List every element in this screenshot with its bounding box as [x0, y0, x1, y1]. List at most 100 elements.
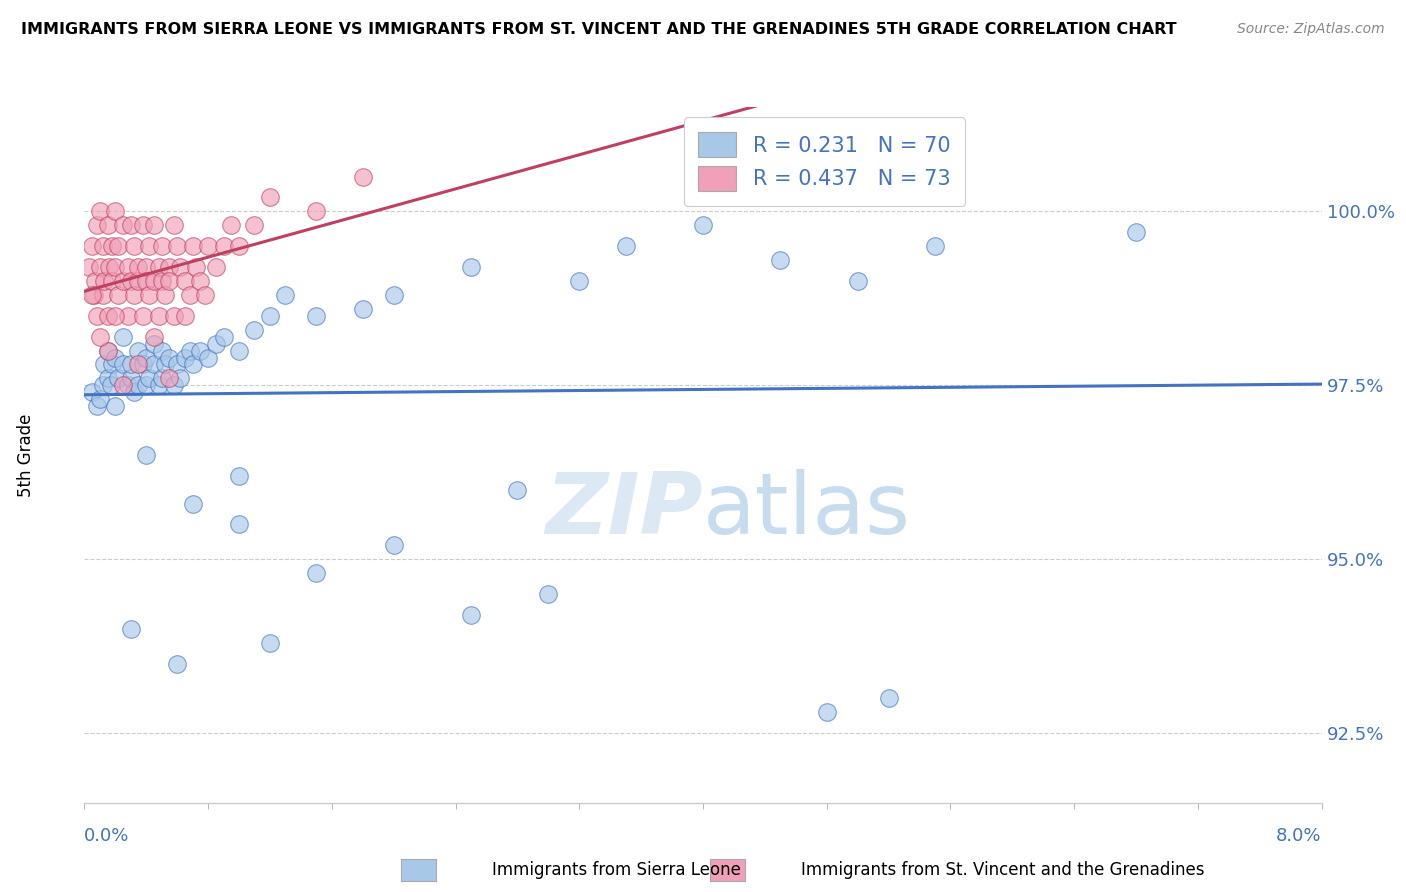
Point — [259, 190, 281, 204]
Point — [614, 239, 637, 253]
Point — [692, 219, 714, 233]
Point — [150, 343, 173, 358]
Point — [305, 309, 328, 323]
Point — [127, 274, 149, 288]
Point — [101, 358, 124, 372]
Text: Source: ZipAtlas.com: Source: ZipAtlas.com — [1237, 22, 1385, 37]
Point — [127, 343, 149, 358]
Point — [82, 288, 104, 302]
Point — [212, 239, 235, 253]
Point — [84, 274, 107, 288]
Point — [104, 399, 127, 413]
Point — [148, 309, 170, 323]
Point — [89, 204, 111, 219]
Text: 8.0%: 8.0% — [1277, 827, 1322, 845]
Point — [228, 468, 250, 483]
Point — [135, 378, 157, 392]
Point — [117, 378, 139, 392]
Point — [174, 351, 197, 365]
Point — [112, 329, 135, 343]
Point — [194, 288, 217, 302]
Point — [143, 274, 166, 288]
Point — [93, 358, 115, 372]
Point — [243, 219, 266, 233]
Point — [382, 538, 405, 552]
Point — [382, 288, 405, 302]
Point — [159, 351, 180, 365]
Point — [107, 371, 129, 385]
Point — [274, 288, 297, 302]
Point — [107, 239, 129, 253]
Point — [181, 497, 204, 511]
Text: Immigrants from Sierra Leone: Immigrants from Sierra Leone — [492, 861, 741, 879]
Point — [460, 607, 482, 622]
Point — [305, 204, 328, 219]
Text: atlas: atlas — [703, 469, 911, 552]
Point — [352, 169, 374, 184]
Point — [77, 260, 100, 274]
Point — [188, 274, 212, 288]
Point — [138, 288, 160, 302]
Point — [120, 371, 142, 385]
Point — [100, 378, 122, 392]
Point — [815, 706, 838, 720]
Point — [112, 358, 135, 372]
Point — [104, 309, 127, 323]
Point — [120, 219, 142, 233]
Point — [104, 204, 127, 219]
Point — [150, 371, 173, 385]
Point — [143, 219, 166, 233]
Point — [228, 239, 250, 253]
Point — [117, 260, 139, 274]
Point — [1125, 225, 1147, 239]
Point — [259, 636, 281, 650]
Point — [127, 260, 149, 274]
Point — [122, 288, 145, 302]
Point — [179, 343, 201, 358]
Point — [153, 358, 176, 372]
Point — [86, 309, 108, 323]
Point — [104, 351, 127, 365]
Point — [219, 219, 242, 233]
Point — [135, 260, 157, 274]
Point — [122, 385, 145, 400]
Point — [877, 691, 900, 706]
Point — [259, 309, 281, 323]
Point — [83, 288, 105, 302]
Point — [96, 343, 118, 358]
Point — [228, 517, 250, 532]
Point — [184, 260, 207, 274]
Point — [112, 378, 135, 392]
Point — [135, 351, 157, 365]
Point — [159, 274, 180, 288]
Point — [148, 378, 170, 392]
Point — [89, 392, 111, 407]
Point — [104, 260, 127, 274]
Point — [163, 219, 186, 233]
Point — [101, 274, 124, 288]
Text: ZIP: ZIP — [546, 469, 703, 552]
Point — [159, 371, 180, 385]
Point — [91, 239, 114, 253]
Point — [112, 219, 135, 233]
Point — [243, 323, 266, 337]
Point — [174, 309, 197, 323]
Point — [148, 260, 170, 274]
Point — [127, 358, 149, 372]
Point — [352, 301, 374, 316]
Point — [89, 329, 111, 343]
Point — [117, 309, 139, 323]
Point — [166, 239, 188, 253]
Point — [135, 448, 157, 462]
Point — [98, 260, 121, 274]
Point — [96, 343, 118, 358]
Point — [153, 288, 176, 302]
Point — [537, 587, 560, 601]
Point — [82, 385, 104, 400]
Point — [568, 274, 591, 288]
Point — [120, 274, 142, 288]
Text: IMMIGRANTS FROM SIERRA LEONE VS IMMIGRANTS FROM ST. VINCENT AND THE GRENADINES 5: IMMIGRANTS FROM SIERRA LEONE VS IMMIGRAN… — [21, 22, 1177, 37]
Point — [228, 343, 250, 358]
Point — [112, 274, 135, 288]
Point — [91, 288, 114, 302]
